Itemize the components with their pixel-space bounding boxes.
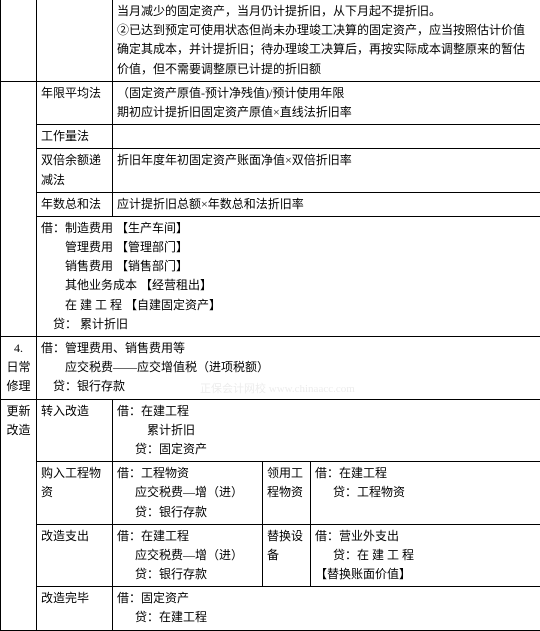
- update-r3-c2: 借：在建工程 应交税费—增（进） 贷：银行存款: [113, 524, 263, 587]
- update-label: 更新改造: [1, 399, 37, 630]
- update-r4-c2: 借：固定资产 贷：在建工程: [113, 587, 540, 630]
- entry-line-2: 管理费用 【管理部门】: [41, 238, 536, 257]
- update-r3-c4: 借：营业外支出 贷：在 建 工 程 【替换账面价值】: [311, 524, 540, 587]
- method-desc-0: （固定资产原值-预计净残值)/预计使用年限 期初应计提折旧固定资产原值×直线法折…: [113, 81, 540, 124]
- entries-block: 借：制造费用 【生产车间】 管理费用 【管理部门】 销售费用 【销售部门】 其他…: [37, 216, 540, 336]
- method-desc-3: 应计提折旧总额×年数总和法折旧率: [113, 192, 540, 216]
- cell-blank-left1: [1, 0, 37, 81]
- row4-num: 4.: [5, 339, 32, 358]
- entry-line-6: 贷： 累计折旧: [41, 315, 536, 334]
- update-r2-c1: 购入工程物资: [37, 462, 113, 525]
- row4-line-1: 借：管理费用、销售费用等: [41, 339, 536, 358]
- entry-line-3: 销售费用 【销售部门】: [41, 257, 536, 276]
- method-name-1: 工作量法: [37, 125, 113, 149]
- row4-num-label: 4. 日常修理: [1, 337, 37, 400]
- cell-rowspan-left1: [1, 81, 37, 336]
- update-r2-c4: 借：在建工程 贷：工程物资: [311, 462, 540, 525]
- update-r2-c2: 借：工程物资 应交税费—增（进） 贷：银行存款: [113, 462, 263, 525]
- method-name-3: 年数总和法: [37, 192, 113, 216]
- row4-content: 借：管理费用、销售费用等 应交税费——应交增值税（进项税额） 贷：银行存款: [37, 337, 540, 400]
- row4-line-2: 应交税费——应交增值税（进项税额）: [41, 358, 536, 377]
- update-r4-c1: 改造完毕: [37, 587, 113, 630]
- method-name-0: 年限平均法: [37, 81, 113, 124]
- entry-line-1: 借：制造费用 【生产车间】: [41, 219, 536, 238]
- update-r1-c2: 借：在建工程 累计折旧 贷：固定资产: [113, 399, 540, 462]
- top-note: 当月减少的固定资产，当月仍计提折旧，从下月起不提折旧。 ②已达到预定可使用状态但…: [113, 0, 540, 81]
- update-r1-c1: 转入改造: [37, 399, 113, 462]
- row4-line-3: 贷：银行存款: [41, 377, 536, 396]
- cell-blank-left2: [37, 0, 113, 81]
- method-desc-1: [113, 125, 540, 149]
- row4-label: 日常修理: [5, 358, 32, 396]
- entry-line-4: 其他业务成本 【经营租出】: [41, 276, 536, 295]
- update-r2-c3: 领用工程物资: [263, 462, 311, 525]
- method-name-2: 双倍余额递减法: [37, 149, 113, 192]
- update-r3-c1: 改造支出: [37, 524, 113, 587]
- method-desc-2: 折旧年度年初固定资产账面净值×双倍折旧率: [113, 149, 540, 192]
- main-table: 当月减少的固定资产，当月仍计提折旧，从下月起不提折旧。 ②已达到预定可使用状态但…: [0, 0, 540, 631]
- update-r3-c3: 替换设备: [263, 524, 311, 587]
- entry-line-5: 在 建 工 程 【自建固定资产】: [41, 296, 536, 315]
